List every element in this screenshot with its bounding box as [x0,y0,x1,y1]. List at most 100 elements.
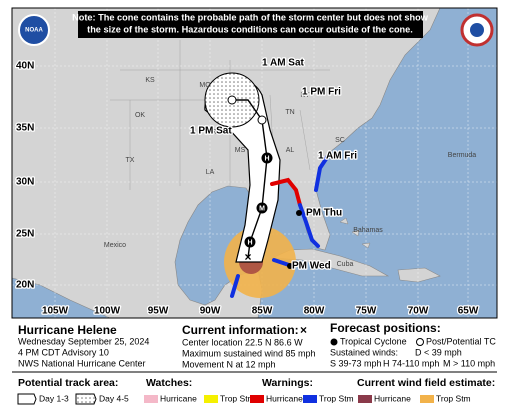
forecast-title: Forecast positions: [330,321,441,335]
legend-item: Hurricane [374,393,411,403]
post-tc-label: Post/Potential TC [426,336,496,346]
note-line: the size of the storm. Hazardous conditi… [87,24,413,34]
legend-item: Day 1-3 [39,393,69,403]
forecast-point [244,236,256,248]
time-label: 1 PM Sat [190,126,232,137]
tc-symbol [330,338,338,346]
place-label: OK [135,112,145,119]
place-label: Bermuda [448,152,477,159]
note-line: Note: The cone contains the probable pat… [72,12,429,22]
legend-title: Potential track area: [18,377,118,389]
warn-tropical-swatch [303,395,317,403]
current-symbol: × [300,323,307,337]
time-label: PM Thu [306,208,342,219]
wind-d: D < 39 mph [415,347,462,357]
tropical-storm-warning-yucatan [230,274,240,298]
info-panel: Hurricane Helene Wednesday September 25,… [12,321,497,405]
track-point [227,95,237,105]
map: × H M H 40N 35N 30N 25N 20N 105W 100W 95W 90W 85W 80… [12,8,497,318]
legend-item: Trop Stm [319,393,354,403]
current-line: Maximum sustained wind 85 mph [182,348,316,358]
lon-label: 95W [148,306,169,317]
lon-label: 105W [42,306,69,317]
place-label: Mexico [104,242,126,249]
legend-item: Trop Stm [436,393,471,403]
time-label: PM Wed [292,261,331,272]
forecast-point [261,152,273,164]
legend-title: Warnings: [262,377,313,389]
tropical-storm-warning-east [314,154,330,192]
place-label: KS [145,77,155,84]
place-label: MO [199,82,211,89]
note-box [78,11,423,38]
day13-swatch [17,393,37,405]
wind-h: H 74-110 mph [383,358,439,368]
forecast-point-letter: H [247,239,252,246]
storm-date: Wednesday September 25, 2024 [18,336,149,346]
legend-item: Hurricane [160,393,197,403]
place-label: Bahamas [353,227,383,234]
noaa-logo-text: NOAA [25,28,43,34]
warn-hurricane-swatch [250,395,264,403]
time-label: 1 AM Sat [262,58,305,69]
lon-label: 75W [356,306,377,317]
lat-label: 20N [16,280,34,291]
time-label: 1 AM Fri [318,151,357,162]
watch-hurricane-swatch [144,395,158,403]
storm-center: NWS National Hurricane Center [18,358,146,368]
legend-title: Watches: [146,377,192,389]
track-point [296,210,302,216]
map-frame [11,7,498,319]
post-tc-symbol [416,338,424,346]
lon-label: 100W [94,306,121,317]
lon-label: 70W [408,306,429,317]
legend-item: Hurricane [266,393,303,403]
place-label: Cuba [337,261,354,268]
current-line: Center location 22.5 N 86.6 W [182,337,303,347]
forecast-point-letter: M [259,205,265,212]
noaa-logo [18,14,50,46]
place-label: AL [286,147,295,154]
lon-label: 85W [252,306,273,317]
legend-item: Day 4-5 [99,393,129,403]
legend-title: Current wind field estimate: [357,377,495,389]
lat-label: 25N [16,229,34,240]
current-line: Movement N at 12 mph [182,359,276,369]
place-label: LA [206,169,215,176]
forecast-point-letter: H [264,155,269,162]
tropical-storm-warning [298,203,320,248]
wind-s: S 39-73 mph [330,358,382,368]
lon-label: 90W [200,306,221,317]
forecast-points: H M H [244,152,273,248]
nws-logo-center [470,23,484,37]
forecast-point [256,202,268,214]
current-position-symbol: × [244,250,251,264]
map-labels: 40N 35N 30N 25N 20N 105W 100W 95W 90W 85W 80W 75W 70… [15,56,480,318]
lat-label: 35N [16,123,34,134]
land-bahamas [339,217,371,249]
storm-advisory: 4 PM CDT Advisory 10 [18,347,109,357]
current-title: Current information: [182,323,299,337]
wind-hurricane-swatch [358,395,372,403]
place-label: SC [335,137,345,144]
track-point [287,263,293,269]
watch-tropical-swatch [204,395,218,403]
place-label: TX [126,157,135,164]
tc-label: Tropical Cyclone [340,336,407,346]
land-hispaniola [397,267,441,283]
place-label: TN [285,109,294,116]
land-cuba [271,248,390,277]
storm-name: Hurricane Helene [18,323,117,337]
legend-item: Trop Stm [220,393,255,403]
lon-label: 65W [458,306,479,317]
track-point [257,115,267,125]
place-label: AR [207,129,217,136]
lat-label: 40N [16,61,34,72]
lon-label: 80W [304,306,325,317]
wind-m: M > 110 mph [443,358,495,368]
hurricane-warning [270,177,302,207]
place-label: KY [300,92,310,99]
wind-tropical-swatch [420,395,434,403]
place-label: MS [235,147,246,154]
